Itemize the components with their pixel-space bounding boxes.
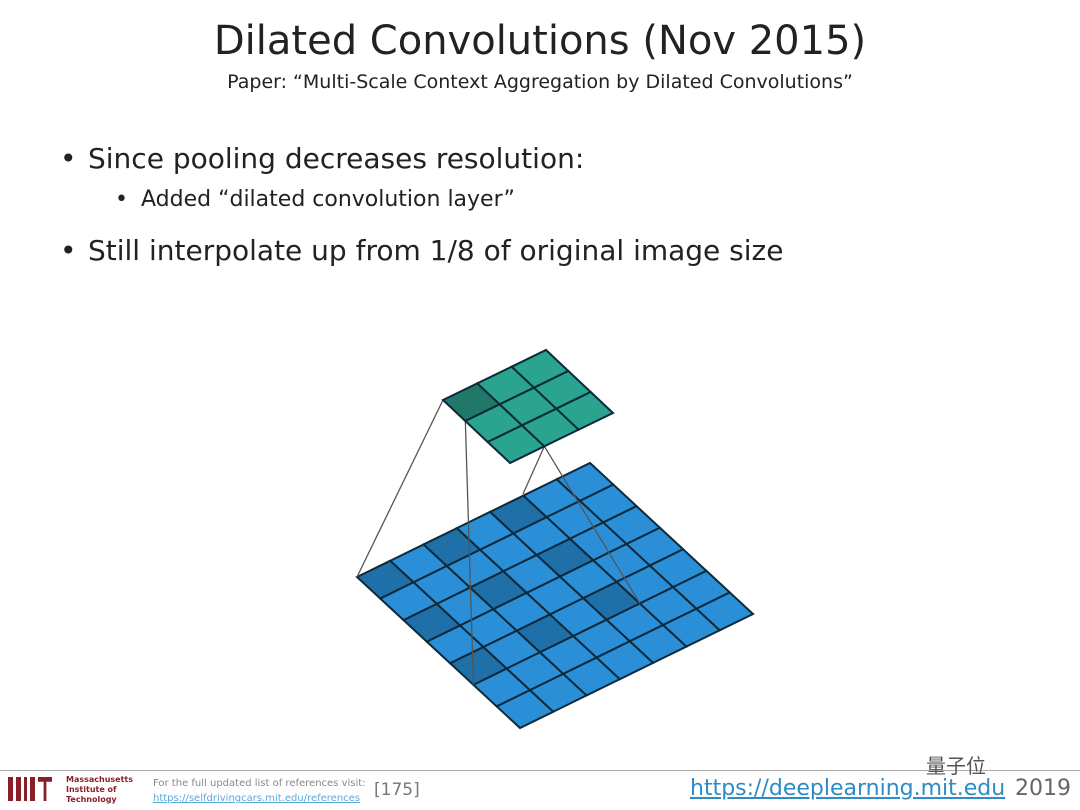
logo-line: Massachusetts	[66, 775, 134, 784]
projection-line	[543, 445, 641, 604]
watermark: 量子位	[926, 754, 986, 778]
references-label: For the full updated list of references …	[153, 778, 366, 789]
receptive-field-lines	[356, 399, 641, 685]
bullet-1: • Since pooling decreases resolution:	[60, 142, 584, 175]
dilated-convolution-diagram	[355, 348, 755, 730]
logo-line: Technology	[66, 795, 117, 804]
slide-reference-number: [175]	[374, 780, 420, 800]
projection-line	[522, 446, 545, 495]
course-site-link[interactable]: https://deeplearning.mit.edu	[690, 776, 1006, 801]
projection-line	[356, 399, 444, 578]
bullet-2: • Still interpolate up from 1/8 of origin…	[60, 234, 783, 267]
year: 2019	[1015, 776, 1071, 801]
mit-logo	[8, 777, 52, 801]
bullet-text: Still interpolate up from 1/8 of origina…	[88, 234, 784, 267]
output-cell	[554, 390, 615, 431]
references-link[interactable]: https://selfdrivingcars.mit.edu/referenc…	[153, 793, 361, 804]
bullet-text: Since pooling decreases resolution:	[88, 142, 585, 175]
bullet-dot: •	[115, 187, 128, 212]
input-grid	[355, 461, 755, 730]
footer-divider	[0, 770, 1080, 771]
slide-title: Dilated Convolutions (Nov 2015)	[213, 18, 867, 64]
output-grid	[441, 348, 615, 465]
sub-bullet-1: • Added “dilated convolution layer”	[115, 187, 515, 212]
bullet-dot: •	[60, 142, 77, 175]
logo-line: Institute of	[66, 785, 117, 794]
slide-subtitle: Paper: “Multi-Scale Context Aggregation …	[227, 71, 853, 93]
projection-line	[464, 420, 475, 685]
bullet-dot: •	[60, 234, 77, 267]
input-cell	[694, 591, 755, 632]
mit-name: Massachusetts Institute of Technology	[66, 775, 133, 805]
sub-bullet-text: Added “dilated convolution layer”	[141, 187, 515, 212]
references-note: For the full updated list of references …	[153, 776, 366, 806]
